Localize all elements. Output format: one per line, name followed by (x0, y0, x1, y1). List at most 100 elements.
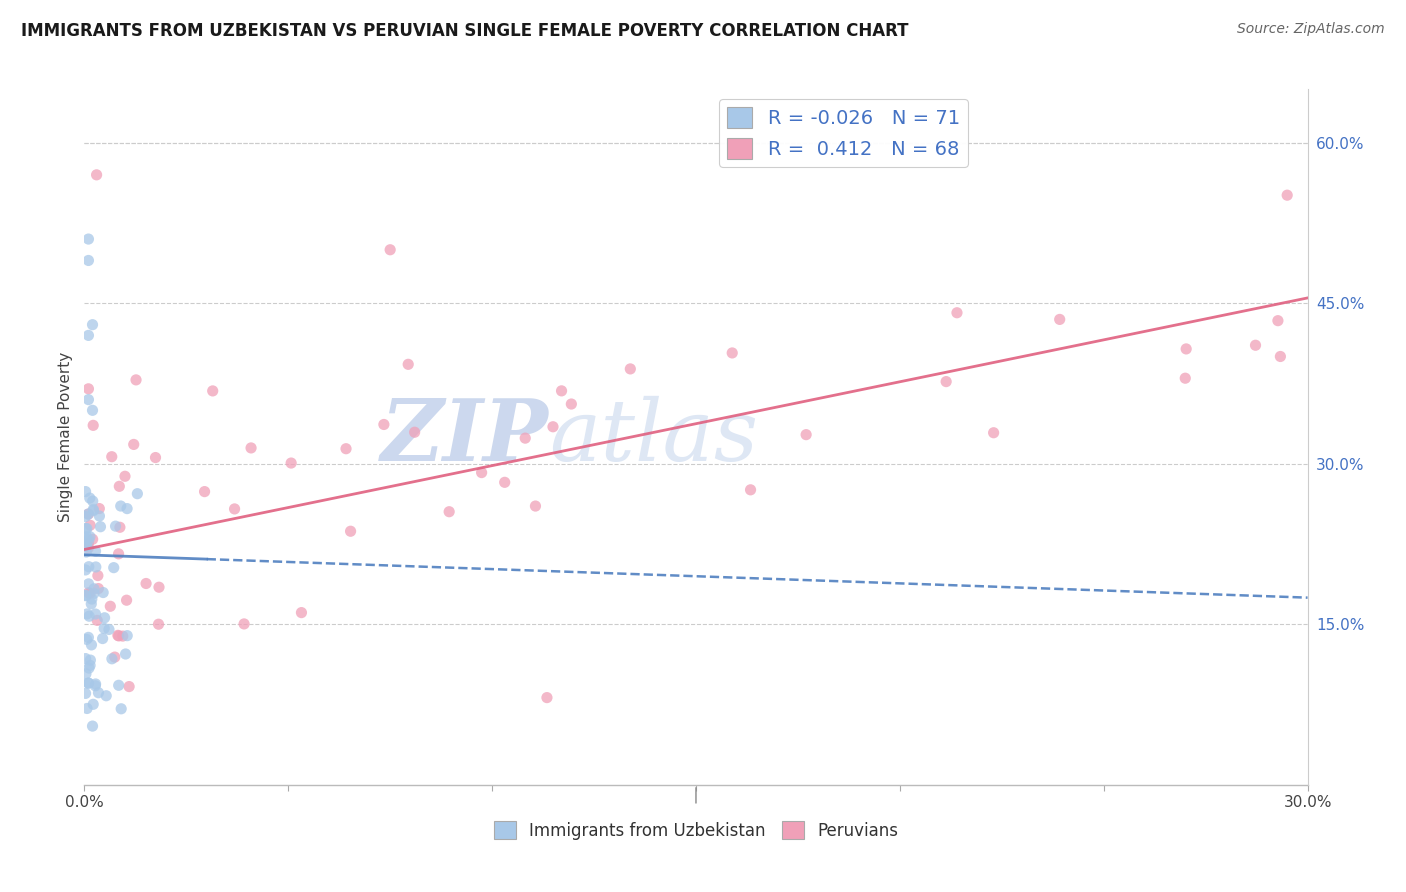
Point (82, 698, 104, 712)
Text: IMMIGRANTS FROM UZBEKISTAN VS PERUVIAN SINGLE FEMALE POVERTY CORRELATION CHART: IMMIGRANTS FROM UZBEKISTAN VS PERUVIAN S… (21, 22, 908, 40)
Text: ZIP: ZIP (381, 395, 550, 479)
Point (77, 676, 100, 690)
Point (75, 509, 97, 524)
Point (82, 502, 104, 516)
Point (148, 617, 170, 632)
Point (1277, 188, 1299, 202)
Point (89, 508, 111, 523)
Point (224, 502, 246, 516)
Point (1267, 313, 1289, 327)
Point (91, 585, 114, 599)
Point (193, 484, 215, 499)
Point (75, 563, 97, 577)
Point (339, 524, 361, 539)
Text: Source: ZipAtlas.com: Source: ZipAtlas.com (1237, 22, 1385, 37)
Point (75, 588, 97, 602)
Point (396, 357, 419, 371)
Point (82, 719, 104, 733)
Point (75, 686, 97, 700)
Point (75, 666, 97, 681)
Point (84, 544, 107, 558)
Point (76, 522, 98, 536)
Point (82, 533, 104, 547)
Point (82, 494, 104, 508)
Point (1270, 350, 1292, 364)
Point (79, 518, 101, 533)
Point (77, 507, 100, 521)
Point (107, 629, 129, 643)
Point (536, 690, 558, 705)
Point (76, 607, 98, 621)
Point (373, 417, 395, 432)
Point (80, 638, 103, 652)
Point (740, 483, 762, 497)
Point (471, 466, 494, 480)
Point (77, 609, 100, 624)
Point (77, 382, 100, 396)
Point (201, 384, 224, 398)
Point (83, 582, 105, 596)
Point (93, 621, 115, 635)
Point (77, 392, 100, 407)
Point (380, 243, 402, 257)
Point (83, 586, 105, 600)
Point (91, 632, 114, 646)
Point (103, 560, 125, 574)
Text: atlas: atlas (550, 396, 758, 478)
Point (560, 397, 582, 411)
Point (108, 520, 131, 534)
Point (104, 650, 127, 665)
Point (550, 384, 572, 398)
Point (983, 425, 1005, 440)
Point (1244, 338, 1267, 352)
Point (100, 450, 122, 464)
Point (77, 536, 100, 550)
Point (79, 491, 101, 505)
Point (114, 647, 136, 661)
Point (946, 306, 969, 320)
Point (721, 346, 744, 360)
Point (290, 606, 312, 620)
Point (110, 499, 132, 513)
Point (794, 427, 817, 442)
Point (115, 501, 138, 516)
Point (82, 318, 104, 332)
Point (437, 505, 460, 519)
Point (1175, 342, 1198, 356)
Point (75, 532, 97, 546)
Point (97, 623, 120, 637)
Point (114, 469, 136, 483)
Point (76, 539, 98, 553)
Point (84, 677, 107, 691)
Point (77, 232, 100, 246)
Point (935, 375, 957, 389)
Point (75, 545, 97, 559)
Point (75, 530, 97, 544)
Point (515, 431, 537, 445)
Point (79, 653, 101, 667)
Point (98, 599, 121, 614)
Point (84, 607, 107, 621)
Point (77, 328, 100, 343)
Point (80, 592, 103, 607)
Point (148, 580, 170, 594)
Point (115, 593, 138, 607)
Point (80, 597, 103, 611)
Point (77, 253, 100, 268)
Point (77, 586, 100, 600)
Point (89, 520, 111, 534)
Point (79, 586, 101, 600)
Point (77, 541, 100, 555)
Point (1049, 312, 1071, 326)
Point (619, 362, 641, 376)
Point (77, 676, 100, 690)
Point (76, 701, 98, 715)
Point (82, 403, 104, 417)
Point (76, 632, 98, 647)
Point (107, 547, 129, 561)
Point (86, 613, 108, 627)
Point (125, 373, 148, 387)
Point (77, 559, 100, 574)
Point (1174, 371, 1197, 385)
Point (280, 456, 302, 470)
